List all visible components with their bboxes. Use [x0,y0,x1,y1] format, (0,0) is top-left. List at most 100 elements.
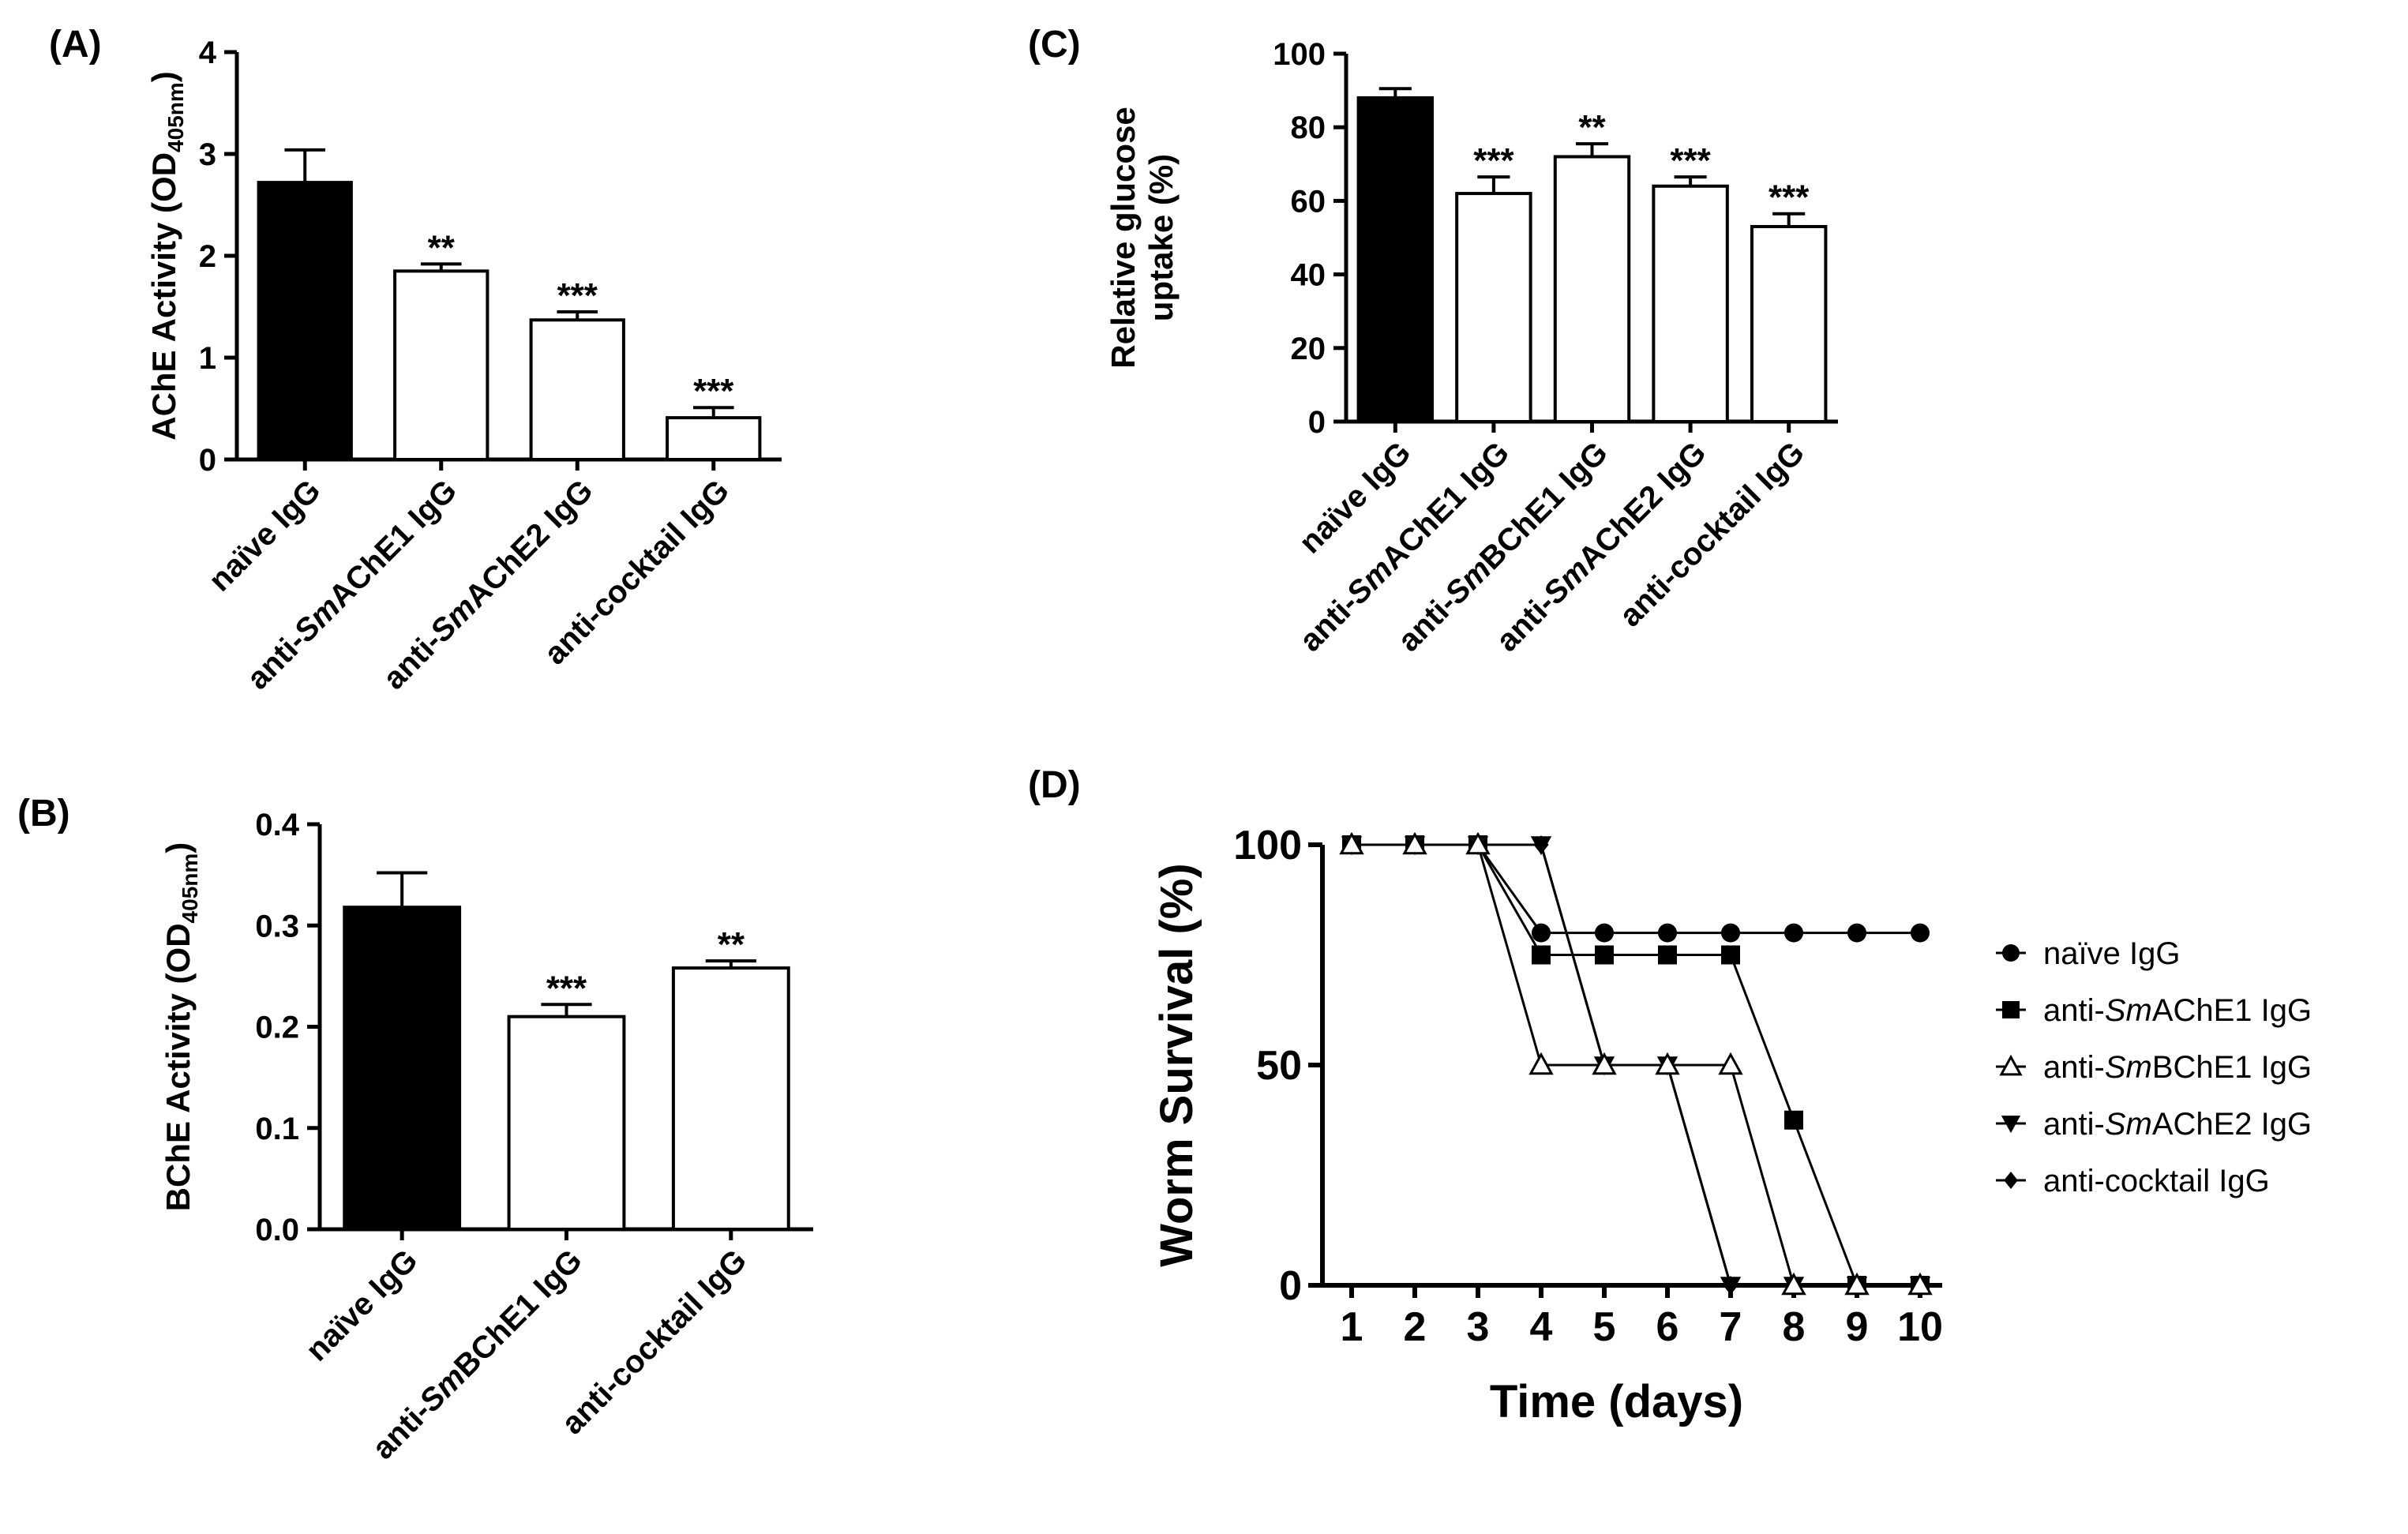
panel-d-chart: (D) 0 50 100 1 2 3 4 5 6 7 8 9 10 Time (days) Worm Surv… [1028,764,1943,1427]
data-point [1402,831,1427,855]
legend-item-3: anti-SmAChE2 IgG [1996,1107,2312,1142]
legend-item-2: anti-SmBChE1 IgG [1996,1050,2312,1085]
bar-3 [666,416,762,461]
significance-label: *** [546,969,587,1007]
y-tick-label: 1 [199,341,216,376]
data-point [1847,923,1866,943]
y-tick-label: 50 [1256,1043,1302,1089]
y-tick-label: 0 [199,443,216,478]
panel-label: (C) [1028,24,1081,66]
bar-4 [1750,225,1828,423]
y-axis-title: Relative glucoseuptake (%) [1105,107,1180,368]
data-point [1721,923,1740,943]
legend-label: anti-SmAChE1 IgG [2043,993,2312,1028]
y-tick-label: 0.2 [255,1011,299,1045]
y-tick-label: 0.4 [255,808,299,842]
y-tick-label: 3 [199,137,216,172]
x-tick-label: 7 [1720,1304,1742,1350]
data-point [1655,1052,1680,1075]
data-point [1532,945,1551,965]
data-point [1907,1272,1933,1296]
panel-label: (A) [49,24,102,66]
bar-1 [1455,192,1532,424]
significance-label: *** [1670,141,1711,180]
significance-label: ** [1578,108,1606,147]
data-point [1592,1052,1617,1075]
significance-label: ** [718,925,745,964]
data-point [1911,923,1930,943]
x-tick-label: 9 [1846,1304,1869,1350]
significance-label: *** [557,276,598,315]
y-axis-title: AChE Activity (OD405nm) [145,71,188,441]
legend-label: naïve IgG [2043,936,2180,971]
significance-label: ** [428,228,456,267]
y-tick-label: 100 [1233,823,1302,868]
data-point [1844,1272,1870,1296]
category-label: anti-cocktail IgG [1613,435,1811,633]
bar-0 [257,181,353,461]
legend-marker [2001,1116,2021,1134]
bar-3 [1652,184,1729,423]
y-tick-label: 4 [199,36,217,70]
y-tick-label: 100 [1273,37,1326,72]
bar-2 [671,966,790,1231]
category-label: anti-cocktail IgG [555,1243,753,1441]
bar-1 [507,1015,626,1232]
data-point [1530,836,1552,856]
y-tick-label: 0.3 [255,909,299,943]
y-axis-title: Worm Survival (%) [1151,863,1202,1266]
bar-2 [529,318,625,461]
data-point [1721,945,1740,965]
legend-item-1: anti-SmAChE1 IgG [1996,993,2312,1028]
x-tick-label: 5 [1593,1304,1616,1350]
y-tick-label: 0 [1308,405,1326,440]
data-point [1528,1052,1554,1075]
panel-label: (B) [17,793,70,835]
y-axis-title: BChE Activity (OD405nm) [159,842,202,1212]
series-0 [1342,835,1930,943]
data-point [1658,945,1677,965]
series-line [1352,843,1920,935]
significance-label: *** [693,372,734,411]
legend-label: anti-SmBChE1 IgG [2043,1050,2312,1085]
bar-0 [343,906,462,1232]
category-label: naïve IgG [299,1243,424,1367]
legend-marker [1999,1054,2023,1076]
x-axis-title: Time (days) [1490,1376,1743,1427]
data-point [1720,1277,1742,1296]
legend-label: anti-SmAChE2 IgG [2043,1107,2312,1142]
x-tick-label: 4 [1530,1304,1553,1350]
x-tick-label: 10 [1897,1304,1943,1350]
data-point [1595,923,1614,943]
data-point [1465,831,1491,855]
y-tick-label: 2 [199,239,216,274]
data-point [1658,923,1677,943]
bar-1 [393,269,489,461]
y-tick-label: 60 [1291,184,1326,219]
bar-2 [1553,155,1631,423]
data-point [1532,923,1551,943]
x-tick-label: 2 [1404,1304,1427,1350]
x-tick-label: 8 [1783,1304,1806,1350]
data-point [1784,923,1803,943]
data-point [1339,831,1364,855]
bar-0 [1356,96,1435,423]
legend-marker [2002,1001,2020,1018]
panel-d-legend: naïve IgG anti-SmAChE1 IgG anti-SmBChE1 Ig… [1996,936,2312,1198]
data-point [1781,1272,1806,1296]
category-label: naïve IgG [202,473,327,598]
series-line [1352,843,1920,1287]
legend-marker [2002,944,2020,962]
data-point [1595,945,1614,965]
data-point [1784,1110,1803,1130]
y-tick-label: 0 [1279,1263,1302,1309]
y-tick-label: 0.0 [255,1213,299,1247]
x-tick-label: 1 [1341,1304,1363,1350]
x-tick-label: 3 [1467,1304,1490,1350]
legend-marker [2004,1172,2018,1189]
legend-item-4: anti-cocktail IgG [1996,1164,2270,1198]
